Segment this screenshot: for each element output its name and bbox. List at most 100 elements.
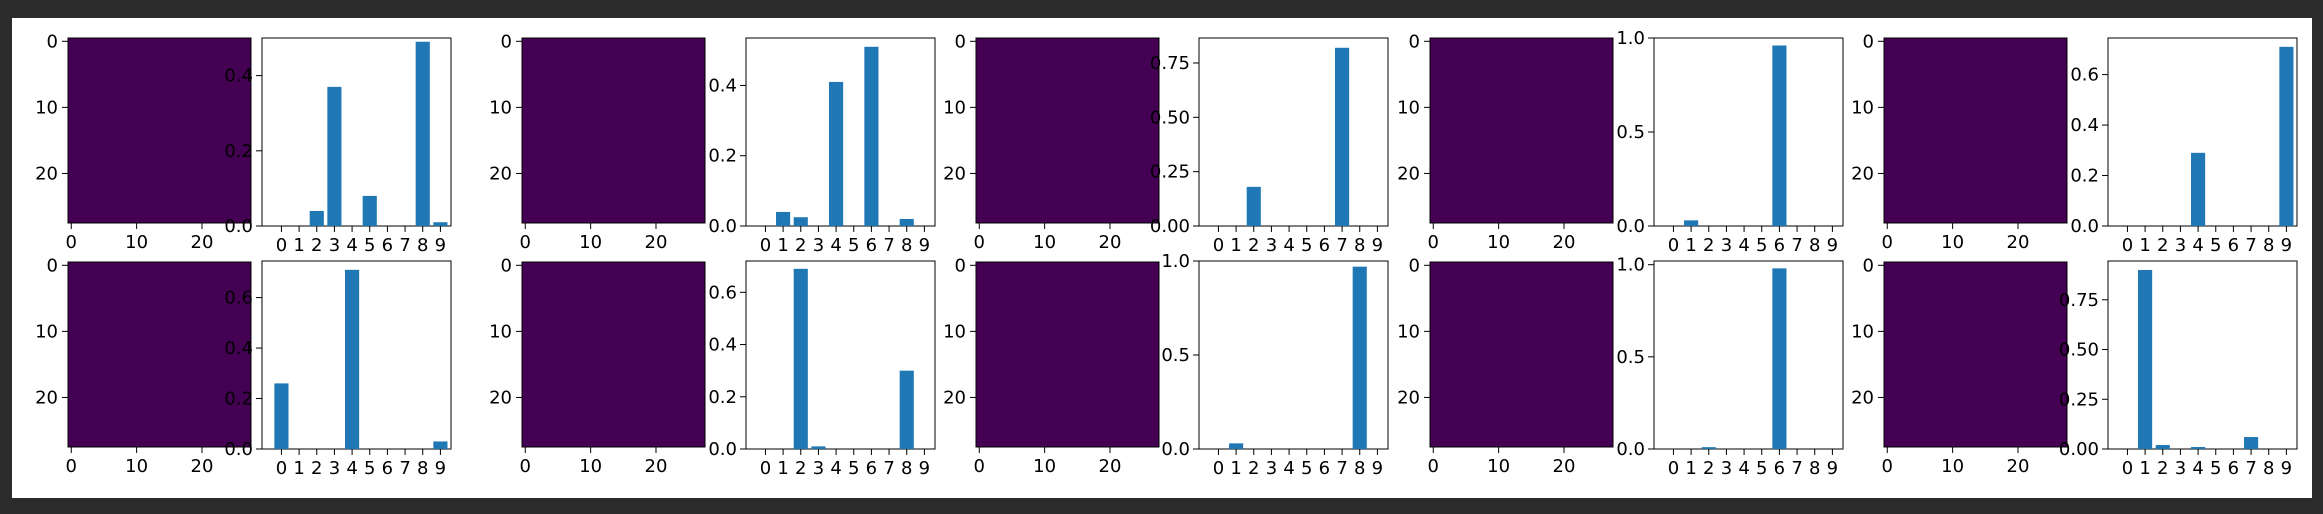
x-tick-label: 4 [2192,235,2203,256]
y-tick-label: 0.75 [1150,53,1190,74]
x-tick-label: 2 [1703,235,1714,256]
digit-image-frame [1429,261,1614,448]
y-tick-label: 1.0 [1161,251,1190,272]
digit-image-frame [1883,37,2068,224]
digit-image-frame [67,261,252,448]
x-tick-label: 8 [1354,235,1365,256]
y-tick-label: 20 [943,163,966,184]
x-tick-label: 4 [2192,458,2203,479]
x-tick-label: 3 [1266,458,1277,479]
y-tick-label: 10 [35,97,58,118]
x-tick-label: 9 [1827,235,1838,256]
y-tick-label: 0.4 [224,338,253,359]
x-tick-label: 0 [1668,235,1679,256]
digit-image [1430,262,1613,447]
x-tick-label: 4 [1738,235,1749,256]
y-tick-label: 20 [489,387,512,408]
x-tick-label: 1 [2139,458,2150,479]
x-tick-label: 0 [1213,458,1224,479]
y-tick-label: 10 [489,321,512,342]
y-tick-label: 0.6 [708,282,737,303]
x-tick-label: 0 [66,232,77,253]
x-tick-label: 2 [311,458,322,479]
bar [899,370,914,449]
x-tick-label: 10 [1487,456,1510,477]
x-tick-label: 3 [2175,458,2186,479]
x-tick-label: 2 [1248,235,1259,256]
x-tick-label: 1 [293,235,304,256]
bar [433,222,448,226]
y-tick-label: 20 [35,163,58,184]
bar [793,217,808,226]
y-tick-label: 0.4 [2070,115,2099,136]
bar [1246,186,1261,226]
y-tick-label: 0.50 [1150,107,1190,128]
bar [899,218,914,226]
x-tick-label: 2 [795,235,806,256]
x-tick-label: 6 [1319,235,1330,256]
x-tick-label: 8 [417,458,428,479]
bar [1701,447,1716,449]
x-tick-label: 0 [2122,458,2133,479]
x-tick-label: 10 [579,456,602,477]
y-tick-label: 0.0 [1616,216,1645,237]
y-tick-label: 0.0 [224,216,253,237]
x-tick-label: 20 [1099,456,1122,477]
x-tick-label: 6 [382,235,393,256]
y-tick-label: 0 [47,255,58,276]
bar [2191,447,2206,449]
y-tick-label: 20 [943,387,966,408]
bar [274,383,289,449]
digit-image-frame [521,37,706,224]
x-tick-label: 3 [329,235,340,256]
bar [1352,266,1367,449]
y-tick-label: 20 [1851,163,1874,184]
x-tick-label: 10 [579,232,602,253]
x-tick-label: 5 [848,235,859,256]
digit-image-frame [975,37,1160,224]
digit-image [68,38,251,223]
x-tick-label: 2 [795,458,806,479]
x-tick-label: 2 [2157,458,2168,479]
y-tick-label: 0.0 [708,439,737,460]
x-tick-label: 8 [2263,235,2274,256]
bar [362,195,377,226]
y-tick-label: 0.25 [1150,162,1190,183]
y-tick-label: 0.50 [2059,340,2099,361]
y-tick-label: 0 [47,31,58,52]
x-tick-label: 20 [191,456,214,477]
y-tick-label: 0.0 [1161,439,1190,460]
bar-axes [1198,37,1389,227]
x-tick-label: 0 [2122,235,2133,256]
x-tick-label: 7 [1336,458,1347,479]
y-tick-label: 0.00 [1150,216,1190,237]
x-tick-label: 10 [125,232,148,253]
x-tick-label: 5 [1756,235,1767,256]
y-tick-label: 0.25 [2059,389,2099,410]
digit-image-frame [1429,37,1614,224]
x-tick-label: 0 [1213,235,1224,256]
y-tick-label: 20 [1851,387,1874,408]
bar [776,211,791,226]
x-tick-label: 20 [645,456,668,477]
x-tick-label: 3 [329,458,340,479]
y-tick-label: 0.6 [224,288,253,309]
x-tick-label: 2 [1248,458,1259,479]
digit-image [1884,262,2067,447]
y-tick-label: 0 [501,31,512,52]
x-tick-label: 0 [974,456,985,477]
bar [829,81,844,226]
x-tick-label: 20 [1553,456,1576,477]
x-tick-label: 6 [2228,235,2239,256]
x-tick-label: 4 [1283,235,1294,256]
digit-image [522,262,705,447]
y-tick-label: 0.0 [708,216,737,237]
x-tick-label: 10 [125,456,148,477]
bar [309,210,324,226]
x-tick-label: 0 [1668,458,1679,479]
digit-image-frame [975,261,1160,448]
y-tick-label: 0.5 [1616,122,1645,143]
x-tick-label: 20 [191,232,214,253]
x-tick-label: 9 [435,458,446,479]
